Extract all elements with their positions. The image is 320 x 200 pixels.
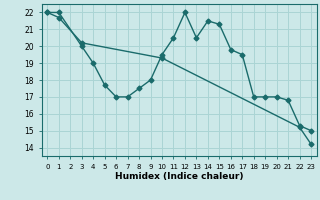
X-axis label: Humidex (Indice chaleur): Humidex (Indice chaleur) bbox=[115, 172, 244, 181]
